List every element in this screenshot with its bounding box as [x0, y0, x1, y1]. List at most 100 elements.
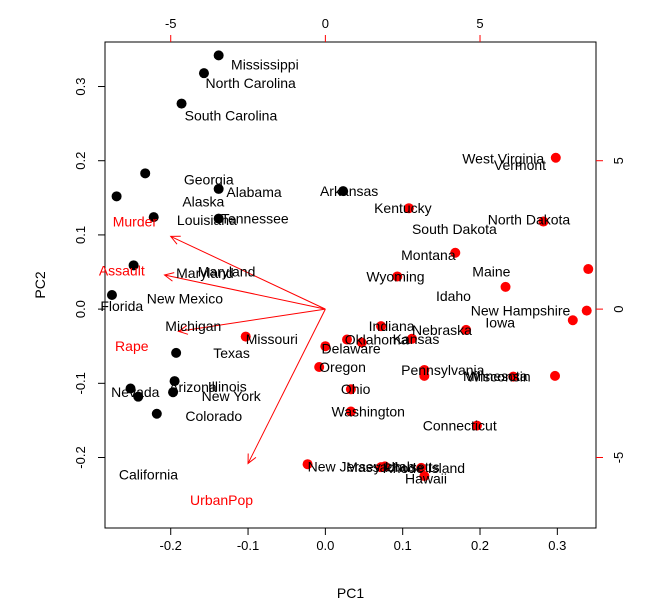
loading-arrow-head — [169, 235, 181, 245]
arrow-label: Rape — [115, 338, 149, 354]
point-label: Delaware — [322, 340, 381, 356]
point-label: Missouri — [246, 331, 298, 347]
data-point — [538, 216, 549, 227]
data-point — [508, 371, 519, 382]
top-tick-label: -5 — [165, 16, 177, 31]
arrow-label: Assault — [99, 263, 145, 279]
data-point — [171, 347, 182, 358]
right-tick-label: -5 — [611, 452, 626, 464]
point-label: North Carolina — [206, 75, 296, 91]
point-label: Maryland — [176, 265, 234, 281]
data-point — [392, 271, 403, 282]
data-point — [198, 68, 209, 79]
point-label: Alaska — [182, 194, 224, 210]
point-label: California — [119, 467, 178, 483]
data-point — [419, 370, 430, 381]
arrow-label: UrbanPop — [190, 492, 253, 508]
point-label: Texas — [213, 345, 250, 361]
y-axis-label: PC2 — [32, 271, 48, 298]
data-point — [168, 387, 179, 398]
data-point — [125, 383, 136, 394]
data-point — [213, 183, 224, 194]
data-point — [148, 212, 159, 223]
point-label: New Mexico — [147, 291, 223, 307]
point-label: Tennessee — [221, 211, 289, 227]
data-point — [342, 334, 353, 345]
point-label: Oregon — [319, 359, 366, 375]
point-label: Massachusetts — [346, 459, 439, 475]
data-point — [550, 370, 561, 381]
point-label: Arkansas — [320, 183, 378, 199]
point-label: Rhode Island — [383, 460, 466, 476]
loading-arrow-head — [163, 272, 175, 282]
point-label: Nevada — [111, 384, 159, 400]
point-label: Utah — [385, 458, 415, 474]
point-label: West Virginia — [462, 150, 544, 166]
loading-arrow-line — [178, 308, 326, 332]
data-point — [379, 461, 390, 472]
loading-arrow-line — [170, 235, 326, 310]
loading-arrow-head — [247, 453, 257, 465]
point-label: Indiana — [369, 318, 415, 334]
point-label: Colorado — [185, 408, 242, 424]
point-label: Montana — [401, 247, 456, 263]
top-tick-label: 5 — [476, 16, 483, 31]
data-point — [176, 98, 187, 109]
right-tick-label: 5 — [611, 157, 626, 164]
data-point — [345, 406, 356, 417]
x-tick-label: -0.1 — [237, 538, 259, 553]
point-label: Alabama — [226, 184, 281, 200]
data-point — [213, 50, 224, 61]
data-point — [500, 281, 511, 292]
point-label: Arizona — [169, 379, 217, 395]
point-label: Nebraska — [412, 322, 472, 338]
point-label: South Carolina — [185, 107, 278, 123]
x-tick-label: -0.2 — [160, 538, 182, 553]
point-label: Washington — [332, 404, 405, 420]
data-point — [320, 341, 331, 352]
point-label: Maine — [472, 263, 510, 279]
data-point — [302, 459, 313, 470]
data-point — [461, 324, 472, 335]
loading-arrow-line — [247, 308, 326, 464]
data-point — [169, 376, 180, 387]
top-tick-label: 0 — [322, 16, 329, 31]
data-point — [314, 361, 325, 372]
point-label: New York — [202, 388, 262, 404]
data-point — [416, 462, 427, 473]
data-point — [345, 384, 356, 395]
data-point — [133, 391, 144, 402]
x-tick-label: 0.3 — [548, 538, 566, 553]
point-label: Louisiana — [177, 212, 237, 228]
point-label: Kentucky — [374, 200, 432, 216]
data-point — [419, 471, 430, 482]
point-label: Ohio — [341, 381, 371, 397]
data-point — [128, 260, 139, 271]
data-point — [567, 315, 578, 326]
point-label: Iowa — [485, 314, 515, 330]
right-tick-label: 0 — [611, 305, 626, 312]
point-label: Mississippi — [231, 56, 299, 72]
point-label: Connecticut — [423, 418, 497, 434]
data-point — [550, 152, 561, 163]
point-label: Wyoming — [366, 268, 424, 284]
data-point — [403, 203, 414, 214]
point-label: South Dakota — [412, 221, 497, 237]
point-label: Minnesota — [463, 368, 528, 384]
loading-arrow-line — [164, 274, 326, 310]
y-tick-label: 0.2 — [73, 152, 88, 170]
point-label: New Hampshire — [471, 303, 571, 319]
x-axis-label: PC1 — [337, 585, 364, 601]
point-label: North Dakota — [488, 211, 571, 227]
data-point — [471, 420, 482, 431]
data-point — [581, 305, 592, 316]
data-point — [450, 247, 461, 258]
point-label: Illinois — [208, 378, 247, 394]
point-label: Kansas — [393, 331, 440, 347]
data-point — [376, 321, 387, 332]
y-tick-label: -0.2 — [73, 446, 88, 468]
plot-frame — [104, 41, 597, 529]
point-label: Idaho — [436, 288, 471, 304]
